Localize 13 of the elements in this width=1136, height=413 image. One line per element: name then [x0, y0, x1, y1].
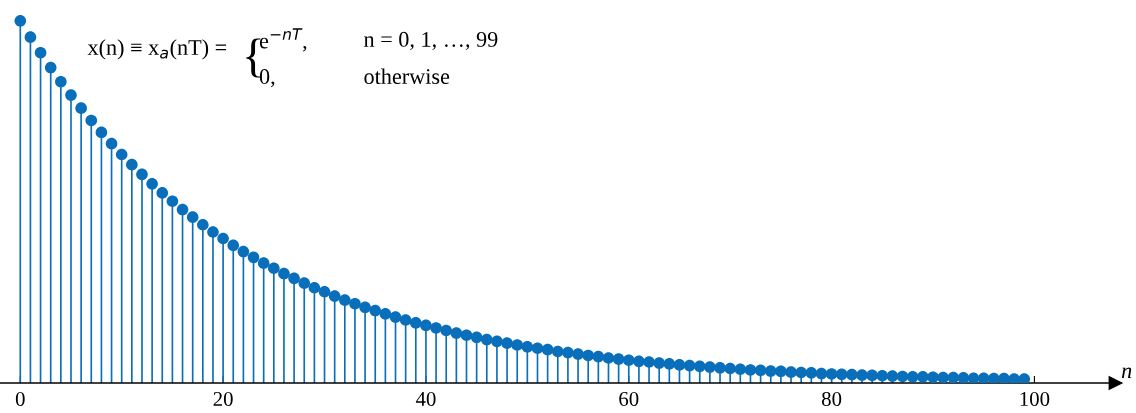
x-tick-label: 80 — [821, 391, 842, 406]
x-tick-label: 60 — [619, 391, 639, 406]
x-tick-label: 0 — [15, 391, 25, 406]
annotation: x(n) ≡ x$_{a}$(nT) = — [87, 39, 227, 60]
annotation: n = 0, 1, …, 99 — [364, 31, 498, 51]
x-tick-label: 100 — [1020, 391, 1050, 406]
annotation: 0, — [259, 69, 275, 88]
x-tick-label: 20 — [213, 391, 233, 406]
annotation: e$^{−nT}$, — [259, 28, 307, 52]
x-tick-label: 40 — [415, 391, 436, 406]
annotation: { — [246, 38, 261, 78]
annotation: otherwise — [364, 68, 450, 85]
x-axis-title: n — [1121, 367, 1132, 378]
